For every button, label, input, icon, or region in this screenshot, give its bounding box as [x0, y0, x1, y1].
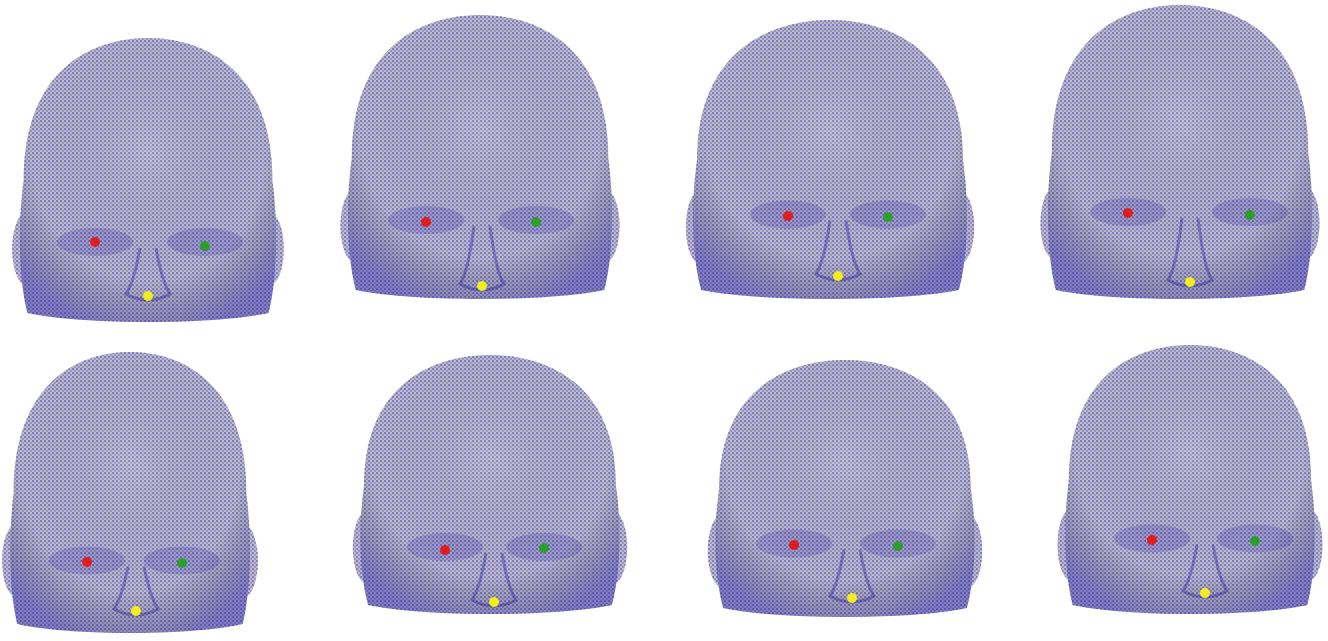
- landmark-right-eye: [783, 211, 793, 221]
- landmark-left-eye: [200, 241, 210, 251]
- landmark-right-eye: [421, 217, 431, 227]
- head-shading: [715, 360, 975, 617]
- landmark-nose-tip: [1185, 277, 1195, 287]
- landmark-nose-tip: [847, 593, 857, 603]
- landmark-right-eye: [1147, 535, 1157, 545]
- landmark-left-eye: [883, 212, 893, 222]
- landmark-nose-tip: [1200, 588, 1210, 598]
- landmark-left-eye: [531, 217, 541, 227]
- face-4: [1040, 5, 1320, 299]
- face-6: [352, 355, 628, 614]
- landmark-left-eye: [1245, 210, 1255, 220]
- landmark-left-eye: [1250, 536, 1260, 546]
- faces-grid: [2, 5, 1323, 633]
- head-shading: [19, 38, 277, 322]
- landmark-nose-tip: [131, 606, 141, 616]
- head-shading: [10, 352, 250, 633]
- face-5: [2, 352, 258, 633]
- face-2: [340, 14, 620, 300]
- head-shading: [1047, 5, 1313, 299]
- landmark-nose-tip: [489, 597, 499, 607]
- face-7: [707, 360, 983, 617]
- face-1: [12, 38, 284, 322]
- landmark-nose-tip: [833, 271, 843, 281]
- landmark-nose-tip: [143, 291, 153, 301]
- landmark-right-eye: [90, 237, 100, 247]
- landmark-right-eye: [789, 540, 799, 550]
- head-shading: [693, 20, 967, 299]
- landmark-right-eye: [1123, 208, 1133, 218]
- face-3: [685, 20, 975, 299]
- landmark-left-eye: [539, 543, 549, 553]
- landmark-left-eye: [893, 541, 903, 551]
- landmark-right-eye: [82, 557, 92, 567]
- landmark-right-eye: [440, 545, 450, 555]
- head-shading: [360, 355, 620, 614]
- landmark-left-eye: [177, 558, 187, 568]
- face-8: [1057, 345, 1323, 614]
- head-shading: [347, 14, 613, 300]
- landmark-nose-tip: [477, 281, 487, 291]
- head-shading: [1065, 345, 1315, 614]
